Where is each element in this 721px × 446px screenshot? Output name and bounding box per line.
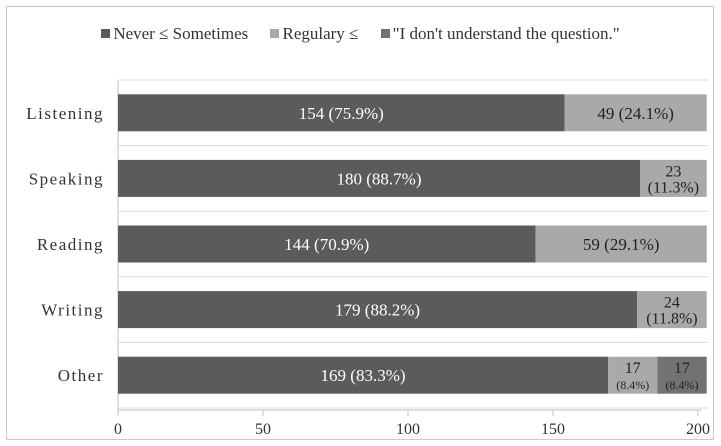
legend-swatch-regulary (270, 29, 280, 38)
data-label-writing-regulary-percent: (11.8%) (646, 311, 697, 328)
legend-label-regulary: Regulary ≤ (282, 24, 359, 43)
legend-swatch-never-sometimes (101, 29, 111, 38)
bar-speaking-regulary (640, 159, 707, 197)
data-label-reading-never-sometimes: 144 (70.9%) (284, 235, 369, 254)
category-label-speaking: Speaking (29, 169, 104, 188)
legend-item-dont-understand: "I don't understand the question." (380, 24, 620, 44)
bar-reading-regulary (535, 225, 707, 263)
data-label-other-regulary-value: 17 (625, 360, 641, 377)
data-label-listening-never-sometimes: 154 (75.9%) (299, 104, 384, 123)
category-label-writing: Writing (41, 301, 104, 320)
x-tick-label-50: 50 (255, 421, 271, 438)
x-tick-label-0: 0 (114, 421, 122, 438)
bar-listening-regulary (564, 94, 707, 132)
x-tick-label-200: 200 (686, 421, 710, 438)
x-tick-label-150: 150 (541, 421, 565, 438)
category-label-listening: Listening (26, 104, 104, 123)
data-label-listening-regulary: 49 (24.1%) (597, 104, 673, 123)
bar-other-i-don-t-understand-the-question (657, 356, 707, 394)
legend-label-never-sometimes: Never ≤ Sometimes (113, 24, 249, 43)
legend-item-regulary: Regulary ≤ (270, 24, 358, 44)
data-label-speaking-never-sometimes: 180 (88.7%) (337, 169, 422, 188)
legend: Never ≤ Sometimes Regulary ≤ "I don't un… (0, 24, 721, 44)
data-label-other-never-sometimes: 169 (83.3%) (321, 366, 406, 385)
data-label-writing-never-sometimes: 179 (88.2%) (335, 301, 420, 320)
category-label-other: Other (58, 366, 104, 385)
data-label-speaking-regulary-percent: (11.3%) (648, 179, 699, 196)
bar-reading-never-sometimes (118, 225, 536, 263)
bar-speaking-never-sometimes (118, 159, 640, 197)
data-label-speaking-regulary-value: 23 (665, 163, 681, 180)
data-label-other-i-don-t-understand-the-question-value: 17 (674, 360, 690, 377)
data-label-other-regulary-percent: (8.4%) (616, 378, 649, 392)
bar-writing-regulary (637, 291, 707, 329)
bar-other-never-sometimes (118, 356, 609, 394)
data-label-other-i-don-t-understand-the-question-percent: (8.4%) (666, 378, 699, 392)
legend-swatch-dont-understand (380, 29, 390, 38)
legend-label-dont-understand: "I don't understand the question." (392, 24, 620, 43)
x-tick-label-100: 100 (396, 421, 420, 438)
bar-other-regulary (608, 356, 658, 394)
legend-item-never-sometimes: Never ≤ Sometimes (101, 24, 248, 44)
data-label-writing-regulary-value: 24 (664, 295, 680, 312)
category-label-reading: Reading (37, 235, 104, 254)
bar-writing-never-sometimes (118, 291, 638, 329)
bar-listening-never-sometimes (118, 94, 565, 132)
data-label-reading-regulary: 59 (29.1%) (583, 235, 659, 254)
